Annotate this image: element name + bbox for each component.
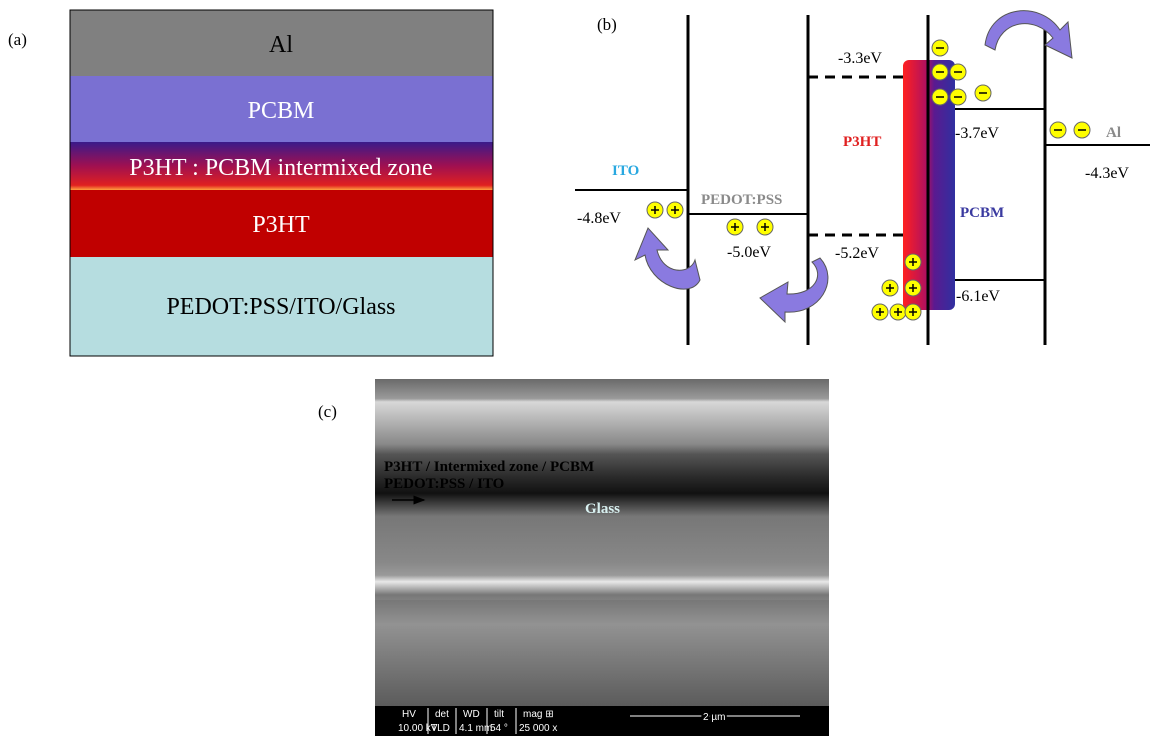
info-value: TLD bbox=[431, 723, 450, 734]
overlay-label: P3HT / Intermixed zone / PCBM bbox=[384, 459, 594, 475]
layer-label: Al bbox=[269, 32, 293, 58]
material-label: Al bbox=[1106, 125, 1121, 141]
figure: (a) Al PCBM P3HT : PCBM intermixed zone … bbox=[0, 0, 1155, 736]
info-header: det bbox=[435, 709, 449, 720]
overlay-label: PEDOT:PSS / ITO bbox=[384, 476, 504, 492]
scale-label: 2 µm bbox=[703, 712, 725, 723]
panel-label: (a) bbox=[8, 30, 27, 49]
info-value: 54 ° bbox=[490, 723, 508, 734]
panel-label: (c) bbox=[318, 402, 337, 421]
info-value: 25 000 x bbox=[519, 723, 557, 734]
energy-level: -3.7eV bbox=[955, 125, 999, 142]
material-label: P3HT bbox=[843, 134, 881, 150]
info-header: tilt bbox=[494, 709, 504, 720]
panel-label: (b) bbox=[597, 15, 617, 34]
layer-label: PEDOT:PSS/ITO/Glass bbox=[166, 294, 395, 320]
material-label: ITO bbox=[612, 163, 639, 179]
energy-level: -3.3eV bbox=[838, 50, 882, 67]
info-header: mag ⊞ bbox=[523, 709, 554, 720]
layer-label: P3HT bbox=[252, 212, 310, 238]
energy-level: -5.2eV bbox=[835, 245, 879, 262]
energy-level: -5.0eV bbox=[727, 244, 771, 261]
info-header: HV bbox=[402, 709, 416, 720]
overlay-label: Glass bbox=[585, 501, 620, 517]
material-label: PCBM bbox=[960, 205, 1004, 221]
layer-label: PCBM bbox=[248, 98, 315, 124]
energy-level: -4.8eV bbox=[577, 210, 621, 227]
material-label: PEDOT:PSS bbox=[701, 192, 782, 208]
layer-label: P3HT : PCBM intermixed zone bbox=[129, 155, 433, 181]
energy-level: -6.1eV bbox=[956, 288, 1000, 305]
info-header: WD bbox=[463, 709, 480, 720]
energy-level: -4.3eV bbox=[1085, 165, 1129, 182]
sem-texture bbox=[375, 600, 829, 706]
